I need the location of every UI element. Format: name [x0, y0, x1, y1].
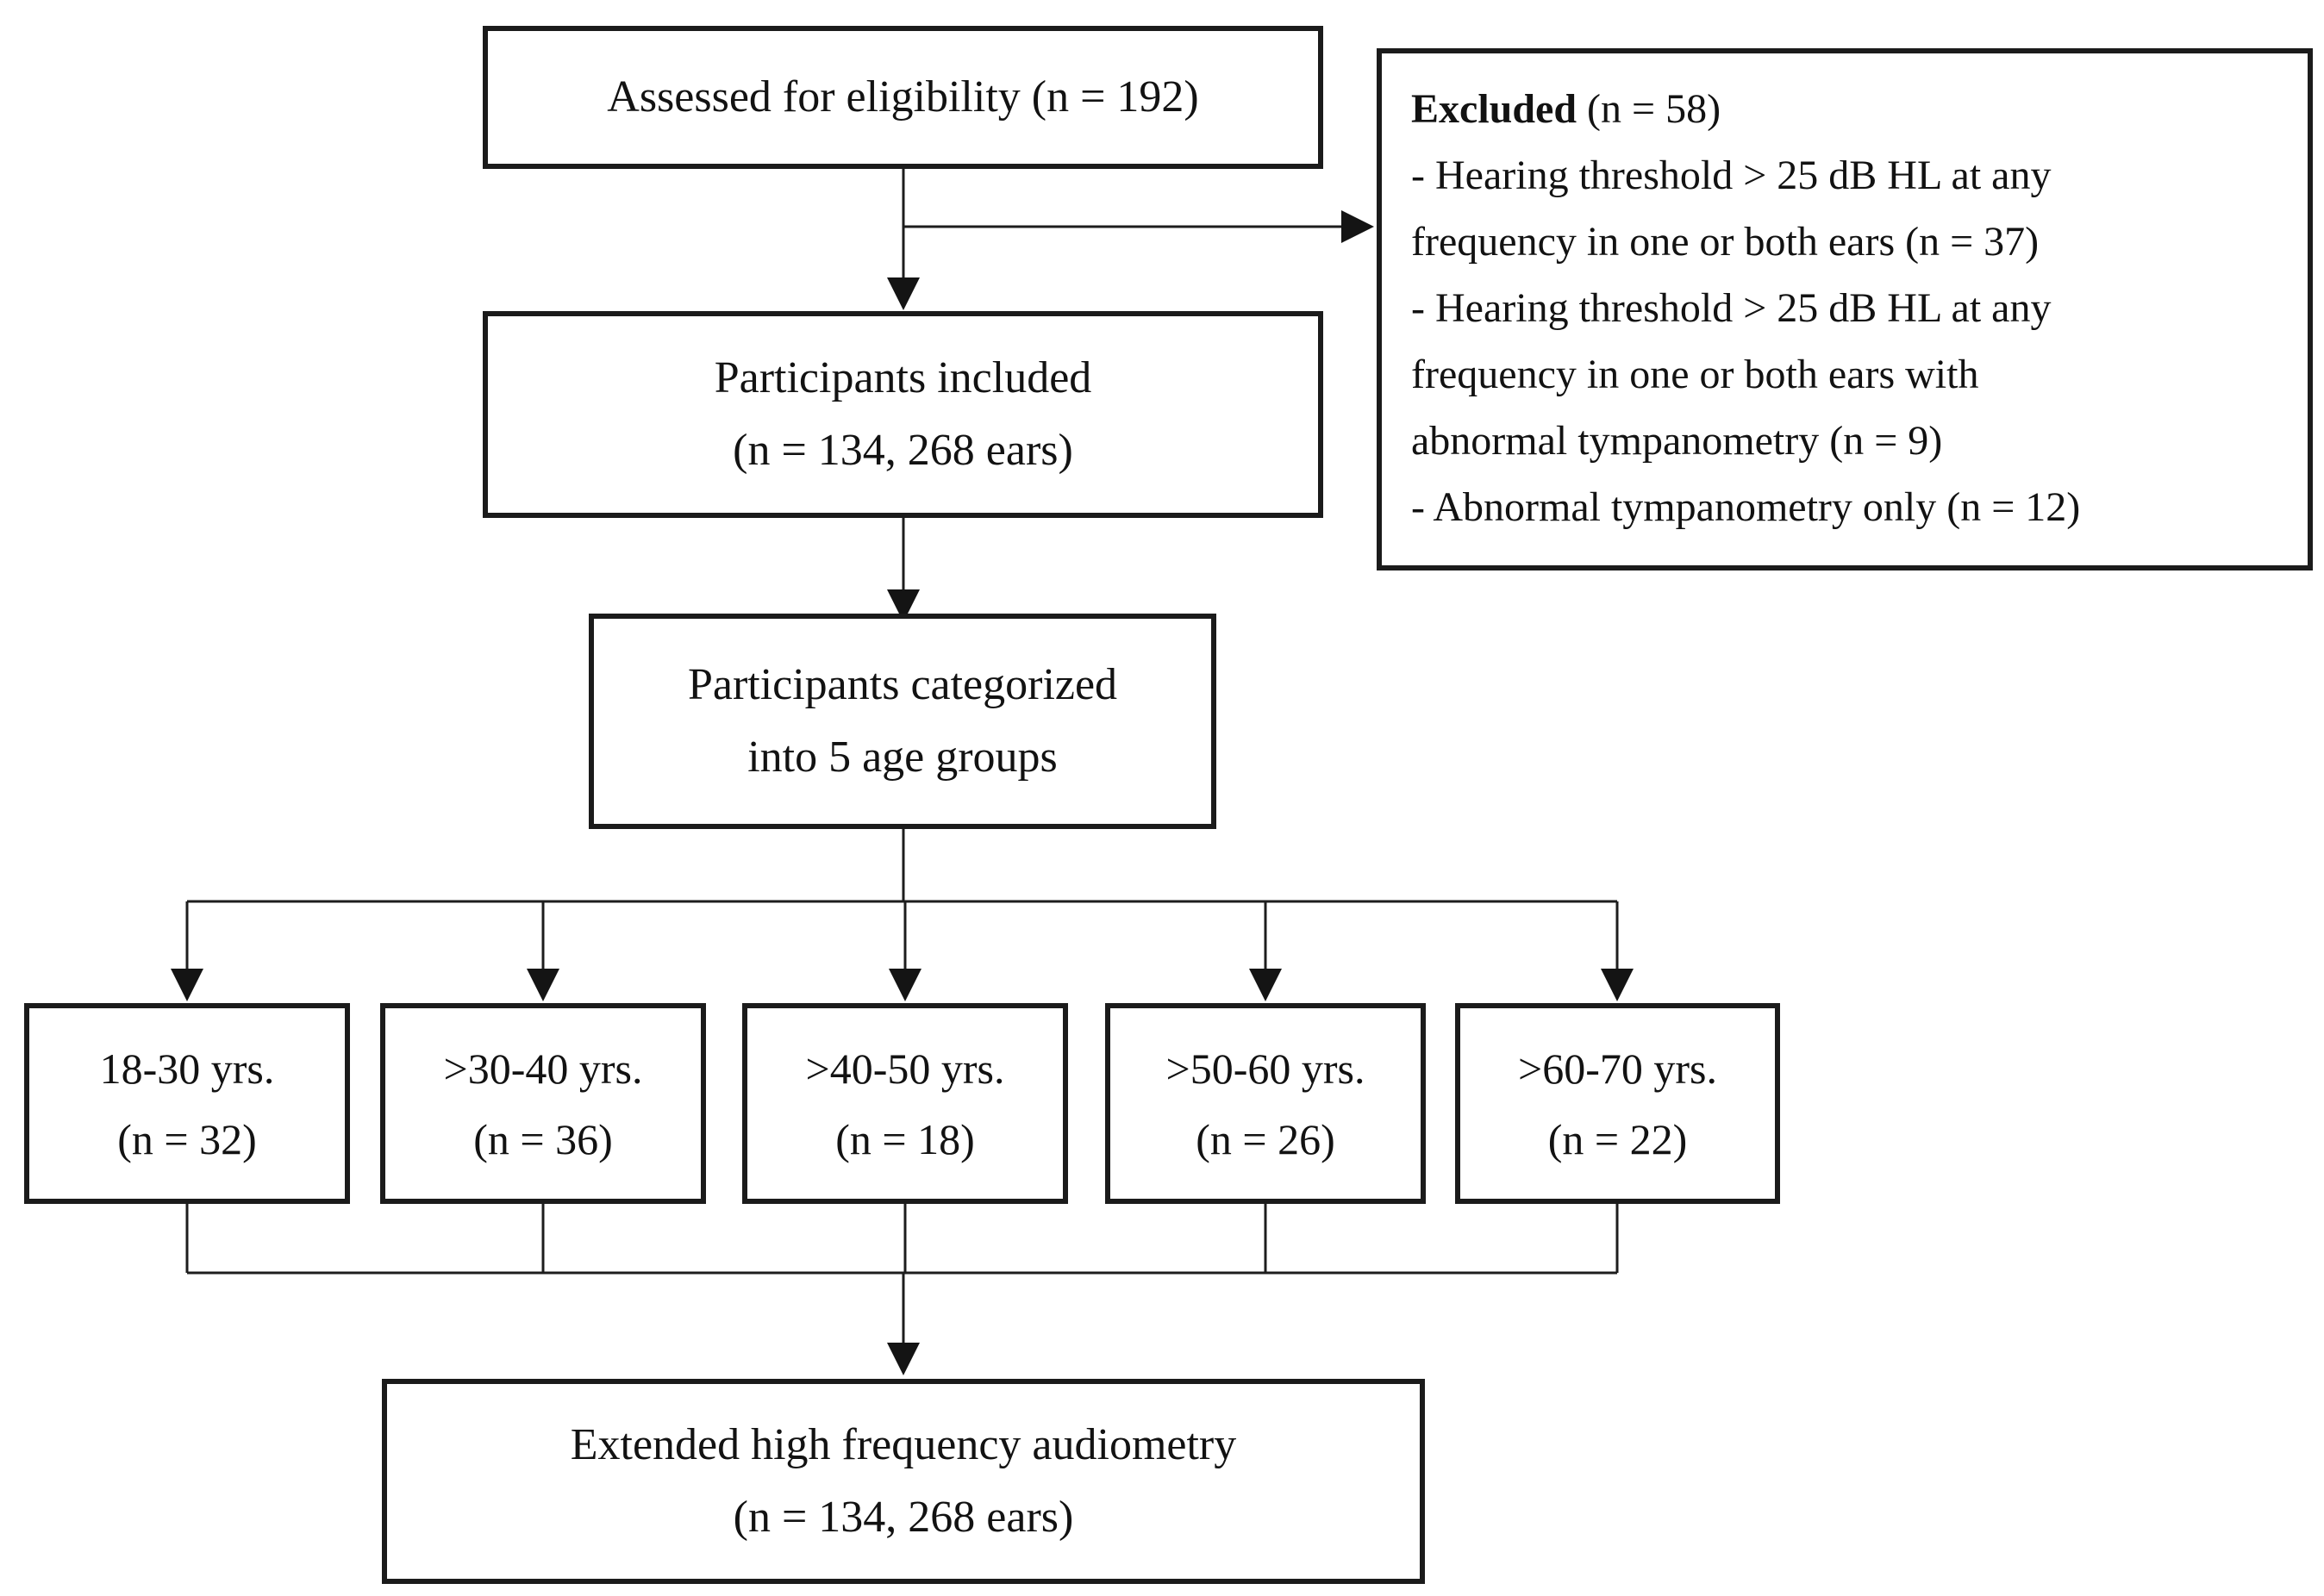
age-count: (n = 22)	[1547, 1114, 1688, 1163]
age-count: (n = 18)	[835, 1114, 975, 1163]
final-line2: (n = 134, 268 ears)	[733, 1493, 1074, 1542]
arrow-right-icon	[1341, 210, 1374, 243]
age-range: >40-50 yrs.	[805, 1044, 1005, 1093]
excluded-reason: - Hearing threshold > 25 dB HL at any fr…	[1411, 285, 2052, 464]
age-range: 18-30 yrs.	[99, 1044, 275, 1093]
arrow-included-to-categorized	[887, 518, 920, 622]
box-age-group-30-40: >30-40 yrs. (n = 36)	[380, 1003, 706, 1204]
excluded-reason: - Hearing threshold > 25 dB HL at any fr…	[1411, 153, 2052, 265]
assessed-label: Assessed for eligibility (n = 192)	[607, 72, 1199, 122]
final-line1: Extended high frequency audiometry	[570, 1420, 1237, 1469]
included-line2: (n = 134, 268 ears)	[733, 426, 1073, 475]
age-count: (n = 32)	[117, 1114, 257, 1163]
categorized-line1: Participants categorized	[687, 660, 1118, 709]
box-participants-included: Participants included (n = 134, 268 ears…	[483, 311, 1323, 518]
included-line1: Participants included	[714, 353, 1092, 402]
arrow-down-icon	[1601, 969, 1634, 1001]
categorized-line2: into 5 age groups	[747, 733, 1058, 782]
arrow-down-icon	[527, 969, 559, 1001]
excluded-title-count: (n = 58)	[1577, 86, 1721, 132]
age-range: >60-70 yrs.	[1518, 1044, 1717, 1093]
box-excluded: Excluded (n = 58) - Hearing threshold > …	[1377, 48, 2313, 570]
excluded-title: Excluded (n = 58)	[1411, 76, 2118, 142]
arrow-down-icon	[889, 969, 921, 1001]
age-count: (n = 36)	[473, 1114, 613, 1163]
age-range: >50-60 yrs.	[1165, 1044, 1365, 1093]
excluded-title-bold: Excluded	[1411, 86, 1577, 132]
fanout-to-age-groups	[171, 829, 1634, 1001]
box-assessed-eligibility: Assessed for eligibility (n = 192)	[483, 26, 1323, 169]
arrow-down-icon	[887, 589, 920, 622]
box-age-group-50-60: >50-60 yrs. (n = 26)	[1105, 1003, 1426, 1204]
excluded-reason: - Abnormal tympanometry only (n = 12)	[1411, 484, 2081, 530]
arrow-down-icon	[887, 277, 920, 310]
excluded-text: Excluded (n = 58) - Hearing threshold > …	[1411, 76, 2118, 540]
box-extended-high-frequency-audiometry: Extended high frequency audiometry (n = …	[382, 1379, 1425, 1584]
arrow-down-icon	[171, 969, 203, 1001]
arrow-down-icon	[887, 1343, 920, 1375]
age-range: >30-40 yrs.	[443, 1044, 643, 1093]
box-participants-categorized: Participants categorized into 5 age grou…	[589, 614, 1216, 829]
fanin-to-final	[185, 1204, 1619, 1375]
box-age-group-40-50: >40-50 yrs. (n = 18)	[742, 1003, 1068, 1204]
age-count: (n = 26)	[1196, 1114, 1335, 1163]
arrow-to-excluded	[903, 210, 1374, 243]
arrow-assessed-to-included	[887, 169, 920, 310]
box-age-group-18-30: 18-30 yrs. (n = 32)	[24, 1003, 350, 1204]
box-age-group-60-70: >60-70 yrs. (n = 22)	[1455, 1003, 1780, 1204]
arrow-down-icon	[1249, 969, 1282, 1001]
